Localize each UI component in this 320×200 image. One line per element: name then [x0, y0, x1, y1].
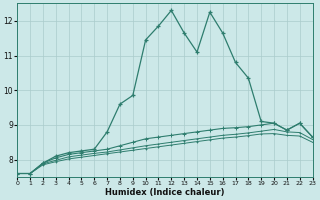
X-axis label: Humidex (Indice chaleur): Humidex (Indice chaleur): [105, 188, 225, 197]
